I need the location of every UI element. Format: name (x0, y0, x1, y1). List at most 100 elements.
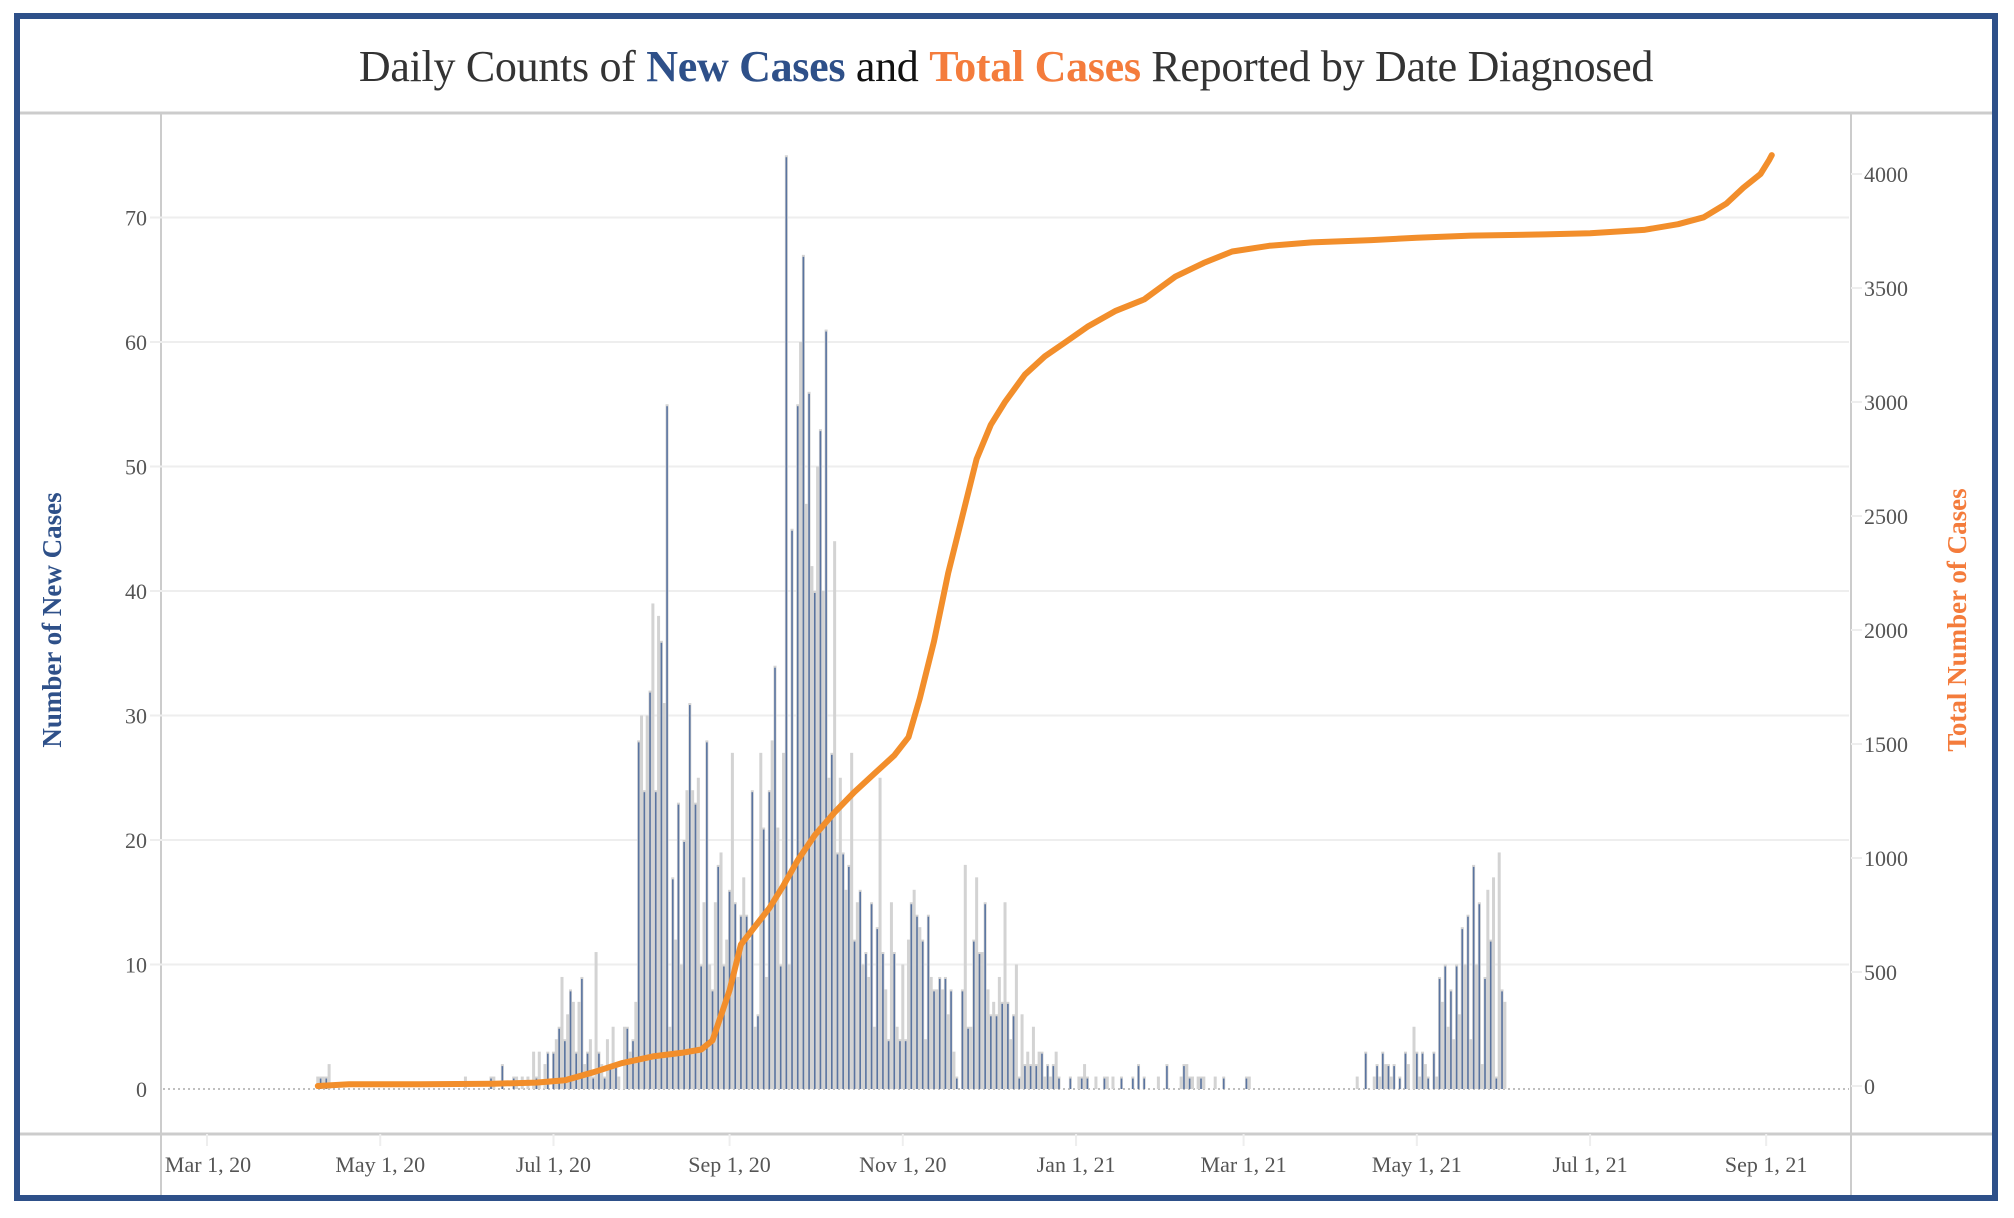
new-cases-bar-highlight (899, 1041, 901, 1089)
new-cases-bar (1492, 877, 1496, 1089)
new-cases-bar-highlight (1478, 904, 1481, 1089)
new-cases-bar (912, 889, 916, 1089)
new-cases-bar-highlight (1495, 1078, 1498, 1089)
new-cases-bar (1003, 902, 1007, 1089)
new-cases-bar-highlight (853, 941, 856, 1089)
new-cases-bar-highlight (1001, 1003, 1003, 1089)
new-cases-bar (594, 952, 598, 1089)
right-tick-label: 4000 (1864, 162, 1908, 187)
new-cases-bar-highlight (1364, 1053, 1367, 1089)
new-cases-bar-highlight (1137, 1066, 1140, 1089)
new-cases-bar-highlight (762, 829, 765, 1089)
new-cases-bar (645, 715, 649, 1089)
x-tick-label: May 1, 21 (1372, 1152, 1462, 1177)
new-cases-bar (640, 715, 644, 1089)
new-cases-bar-highlight (615, 1066, 617, 1089)
new-cases-bar-highlight (927, 916, 930, 1089)
new-cases-bar-highlight (865, 954, 867, 1089)
new-cases-bar-highlight (870, 904, 873, 1089)
new-cases-bar-highlight (1166, 1066, 1168, 1089)
new-cases-bar (1020, 1014, 1024, 1089)
new-cases-bar-highlight (666, 406, 668, 1089)
new-cases-bar-highlight (552, 1053, 555, 1089)
new-cases-bar (975, 877, 979, 1089)
new-cases-bar (941, 989, 945, 1089)
new-cases-bar-highlight (995, 1016, 998, 1089)
new-cases-bar-highlight (637, 742, 640, 1089)
new-cases-bar (532, 1051, 536, 1089)
right-tick-label: 500 (1864, 960, 1897, 985)
new-cases-bar (668, 1026, 672, 1089)
x-axis-ticks: Mar 1, 20 May 1, 20 Jul 1, 20 Sep 1, 20 Nov … (165, 1134, 1807, 1177)
new-cases-bar-highlight (1438, 978, 1441, 1089)
new-cases-bar-highlight (1058, 1078, 1060, 1089)
new-cases-bar-highlight (723, 966, 725, 1089)
new-cases-bar (867, 976, 871, 1089)
x-tick-label: May 1, 20 (335, 1152, 425, 1177)
new-cases-bar-highlight (831, 754, 833, 1089)
total-cases-line (314, 152, 1775, 1089)
new-cases-bar (821, 591, 825, 1089)
new-cases-bar-highlight (1444, 966, 1447, 1089)
new-cases-bar (1094, 1076, 1098, 1089)
new-cases-bar (804, 503, 808, 1090)
new-cases-bar-highlight (961, 991, 964, 1089)
new-cases-bar-highlight (1046, 1066, 1049, 1089)
new-cases-bar-highlight (1018, 1078, 1021, 1089)
chart-title: Daily Counts of New Cases and Total Case… (20, 41, 1992, 92)
new-cases-bar (1463, 964, 1467, 1089)
new-cases-bar-highlight (1222, 1078, 1225, 1089)
left-tick-label: 60 (125, 330, 147, 355)
new-cases-bar-highlight (569, 991, 572, 1089)
new-cases-bar (662, 703, 666, 1089)
x-tick-label: Sep 1, 20 (688, 1152, 771, 1177)
new-cases-bar-highlight (802, 256, 805, 1090)
new-cases-bar (929, 976, 933, 1089)
new-cases-bar-highlight (1421, 1053, 1424, 1089)
right-tick-label: 3500 (1864, 276, 1908, 301)
left-tick-label: 50 (125, 455, 147, 480)
new-cases-bar (946, 1014, 950, 1089)
new-cases-bar-highlight (1376, 1066, 1378, 1089)
new-cases-bar-highlight (808, 393, 810, 1089)
right-tick-label: 1500 (1864, 732, 1908, 757)
new-cases-bar-highlight (1132, 1078, 1134, 1089)
new-cases-bar-highlight (1467, 916, 1469, 1089)
new-cases-bar (730, 752, 734, 1089)
new-cases-bar-highlight (1427, 1078, 1429, 1089)
new-cases-bar-highlight (990, 1016, 992, 1089)
new-cases-bar-highlight (813, 593, 816, 1089)
new-cases-bar-highlight (984, 904, 986, 1089)
new-cases-bar (1179, 1076, 1183, 1089)
new-cases-bar (753, 1026, 757, 1089)
new-cases-bar-highlight (575, 1053, 577, 1089)
new-cases-bar (747, 939, 751, 1089)
new-cases-bar-highlight (626, 1028, 629, 1089)
new-cases-bar (1378, 1076, 1382, 1089)
new-cases-bar-highlight (848, 866, 850, 1089)
new-cases-bar (736, 976, 740, 1089)
new-cases-bar (906, 939, 910, 1089)
left-axis-label: Number of New Cases (37, 492, 67, 747)
new-cases-bar (702, 902, 706, 1089)
new-cases-bar-highlight (791, 530, 793, 1089)
new-cases-bar-highlight (967, 1028, 969, 1089)
new-cases-bar (1083, 1064, 1087, 1089)
new-cases-bar-highlight (796, 406, 799, 1089)
new-cases-bar-highlight (768, 792, 771, 1089)
new-cases-bar (1355, 1076, 1359, 1089)
new-cases-bar-highlight (779, 966, 782, 1089)
new-cases-bar-highlight (1183, 1066, 1185, 1089)
new-cases-bar-highlight (609, 1066, 612, 1089)
left-tick-label: 0 (136, 1077, 147, 1102)
new-cases-bar (810, 566, 814, 1089)
new-cases-bar (1384, 1064, 1388, 1089)
new-cases-bar-highlight (501, 1066, 504, 1089)
new-cases-bar (600, 1064, 604, 1089)
new-cases-bar-highlight (1041, 1053, 1043, 1089)
new-cases-bar (543, 1064, 547, 1089)
new-cases-bar-highlight (660, 642, 663, 1089)
new-cases-bar-highlight (950, 991, 952, 1089)
new-cases-bar (1247, 1076, 1251, 1089)
new-cases-bar (1412, 1026, 1416, 1089)
